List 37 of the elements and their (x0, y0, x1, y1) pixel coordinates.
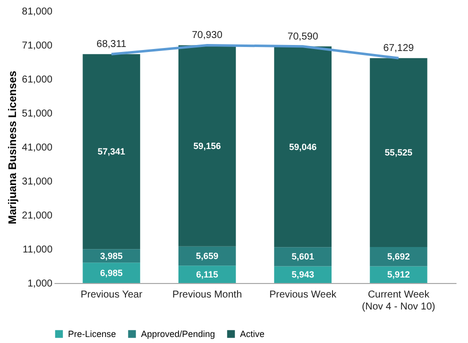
data-label: 5,659 (196, 250, 218, 261)
legend-label: Pre-License (68, 329, 116, 339)
y-tick-label: 21,000 (22, 210, 53, 222)
y-tick-label: 81,000 (22, 6, 53, 18)
data-label: 68,311 (96, 39, 127, 50)
data-label: 70,930 (192, 30, 223, 42)
y-tick-label: 51,000 (22, 108, 53, 120)
data-label: 3,985 (100, 250, 123, 261)
data-label: 59,046 (289, 142, 317, 152)
data-label: 5,601 (292, 252, 314, 262)
y-tick-label: 71,000 (22, 40, 53, 52)
data-label: 5,943 (292, 270, 314, 280)
y-axis-title: Marijuana Business Licenses (6, 70, 19, 224)
data-label: 5,692 (387, 252, 410, 262)
data-label: 67,129 (383, 43, 414, 54)
x-tick-label: Previous Year (80, 290, 143, 300)
x-tick-label: Current Week (Nov 4 - Nov 10) (362, 290, 436, 312)
y-tick-label: 41,000 (22, 142, 53, 154)
bar (274, 46, 332, 248)
x-tick-label: Previous Week (269, 290, 338, 300)
y-tick-label: 31,000 (22, 176, 53, 188)
bar (178, 45, 236, 246)
data-label: 57,341 (98, 146, 126, 157)
y-tick-label: 11,000 (22, 244, 53, 256)
bar (370, 58, 428, 247)
data-label: 6,115 (196, 269, 218, 280)
legend-label: Active (240, 329, 265, 339)
data-label: 6,985 (100, 268, 123, 278)
legend-label: Approved/Pending (141, 329, 216, 339)
data-label: 59,156 (193, 140, 221, 151)
data-label: 5,912 (387, 270, 410, 280)
y-tick-label: 1,000 (27, 278, 53, 290)
data-label: 70,590 (288, 31, 319, 42)
y-tick-label: 61,000 (22, 74, 53, 86)
data-label: 55,525 (384, 148, 412, 158)
bar (82, 54, 140, 250)
x-tick-label: Previous Month (172, 290, 242, 300)
